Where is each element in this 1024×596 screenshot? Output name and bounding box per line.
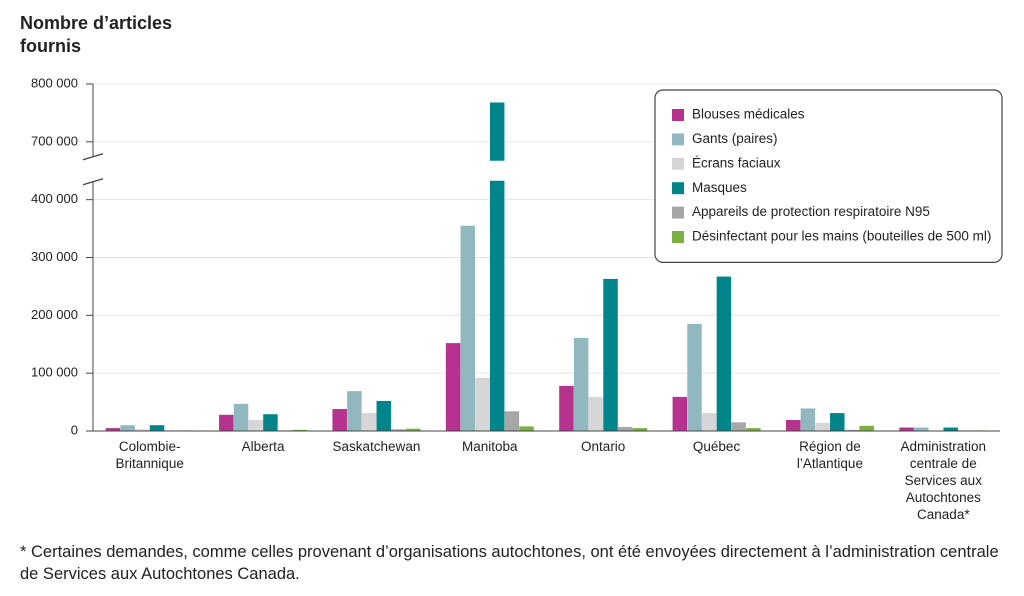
y-tick-label: 100 000: [31, 365, 78, 380]
x-tick-label: Québec: [692, 439, 741, 454]
bar: [830, 413, 845, 431]
bar: [445, 343, 461, 431]
bar: [504, 411, 520, 431]
legend: Blouses médicales Gants (paires) Écrans fa…: [654, 89, 1003, 263]
bar: [559, 385, 574, 431]
bar: [489, 102, 505, 161]
bar: [701, 413, 717, 431]
y-tick-label: 300 000: [31, 249, 78, 264]
bar: [219, 414, 234, 431]
y-tick-label: 0: [71, 422, 78, 437]
bar: [573, 337, 589, 431]
bar: [135, 429, 150, 431]
bar: [120, 425, 135, 431]
bar: [489, 180, 505, 431]
y-tick-label: 800 000: [31, 75, 78, 90]
legend-swatch: [672, 109, 684, 121]
bar: [914, 427, 929, 431]
bar: [233, 403, 249, 431]
legend-label: Masques: [692, 180, 747, 195]
bar: [731, 422, 746, 431]
y-tick-label: 200 000: [31, 307, 78, 322]
x-tick-label: Colombie- Britannique: [115, 439, 184, 471]
bar: [617, 426, 633, 431]
x-tick-label: Manitoba: [462, 439, 518, 454]
bar: [460, 225, 476, 431]
bar: [859, 425, 874, 431]
bar: [943, 427, 958, 431]
legend-swatch: [672, 206, 684, 219]
chart: 0 100 000 200 000 300 000 400 000 700 000 800 …: [31, 75, 1003, 437]
legend-swatch: [672, 157, 684, 170]
legend-swatch: [672, 182, 684, 195]
bar: [405, 428, 421, 431]
legend-label: Écrans faciaux: [692, 155, 781, 170]
bar: [149, 425, 165, 431]
bar: [899, 427, 914, 431]
bar: [361, 413, 377, 431]
bar: [391, 429, 406, 431]
bar: [785, 420, 801, 431]
x-tick-label: Alberta: [241, 439, 285, 454]
footnote: * Certaines demandes, comme celles prove…: [20, 543, 999, 583]
bar: [263, 414, 278, 431]
bar: [844, 429, 860, 431]
bar: [248, 420, 263, 431]
x-tick-label: Ontario: [581, 439, 626, 454]
bar: [347, 391, 362, 431]
bar: [815, 422, 830, 431]
legend-label: Gants (paires): [692, 131, 778, 146]
x-tick-label: Région de l’Atlantique: [796, 439, 863, 471]
legend-label: Appareils de protection respiratoire N95: [692, 204, 930, 219]
y-tick-label: 700 000: [31, 133, 78, 148]
bar: [746, 428, 761, 431]
bar: [687, 324, 702, 431]
bar: [800, 408, 816, 431]
bar: [105, 428, 121, 431]
bar: [632, 428, 648, 431]
y-tick-label: 400 000: [31, 191, 78, 206]
bar: [292, 429, 308, 431]
bar: [588, 396, 604, 431]
legend-swatch: [672, 133, 684, 146]
bar: [519, 426, 534, 431]
axis-break-mark: [82, 178, 104, 186]
legend-box: [654, 89, 1003, 263]
bar: [376, 400, 392, 431]
chart-title: Nombre d’articles fournis: [20, 13, 173, 56]
bar: [603, 278, 618, 431]
legend-label: Désinfectant pour les mains (bouteilles …: [692, 229, 991, 244]
x-tick-label: Saskatchewan: [332, 439, 421, 454]
bar: [332, 409, 347, 431]
bar: [716, 276, 732, 431]
x-tick-label: Administration centrale de Services aux …: [900, 439, 987, 522]
axis-break-mark: [82, 153, 104, 161]
bar: [672, 396, 688, 431]
legend-label: Blouses médicales: [692, 107, 805, 122]
bar: [475, 377, 490, 431]
legend-swatch: [672, 231, 684, 243]
